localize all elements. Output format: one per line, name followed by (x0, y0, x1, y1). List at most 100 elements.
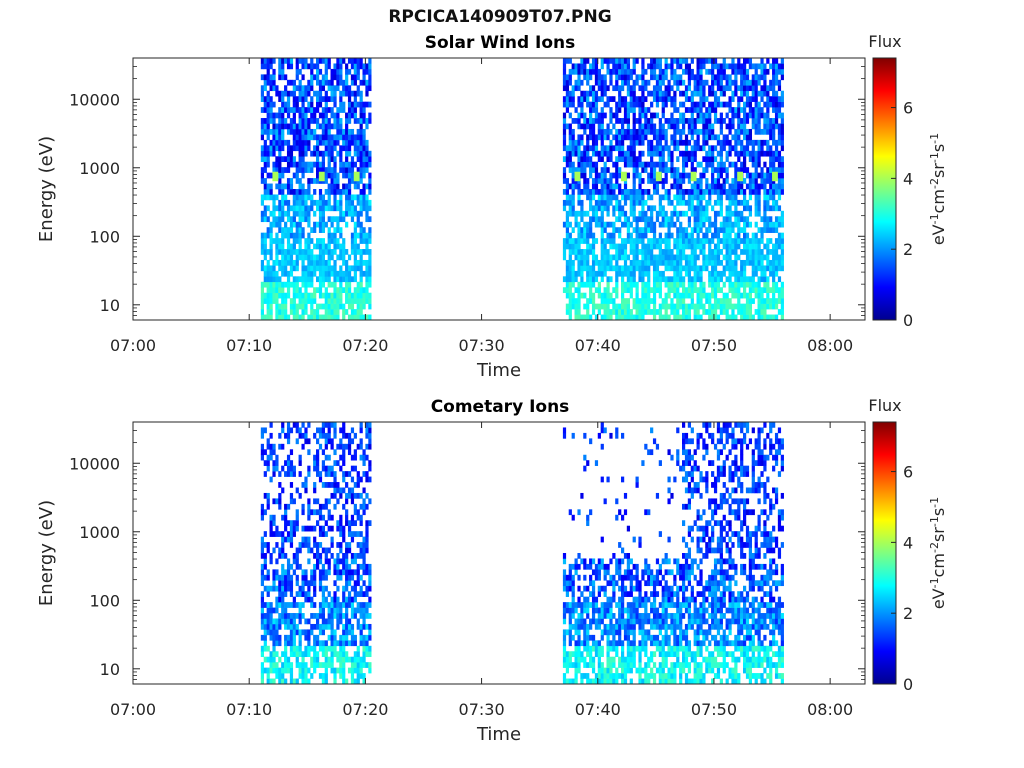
spectrogram-cell (269, 525, 273, 532)
spectrogram-cell (754, 123, 758, 130)
spectrogram-cell (748, 134, 753, 141)
spectrogram-cell (591, 194, 596, 201)
spectrogram-cell (266, 443, 270, 450)
spectrogram-cell (356, 673, 360, 679)
spectrogram-cell (774, 112, 779, 119)
spectrogram-cell (661, 107, 665, 113)
spectrogram-cell (275, 596, 279, 603)
spectrogram-cell (658, 254, 662, 261)
spectrogram-cell (275, 558, 279, 565)
spectrogram-cell (586, 156, 590, 163)
spectrogram-cell (278, 547, 282, 554)
spectrogram-cell (774, 227, 779, 233)
spectrogram-cell (748, 178, 753, 184)
spectrogram-cell (612, 210, 616, 217)
spectrogram-cell (336, 79, 340, 86)
spectrogram-cell (269, 585, 273, 592)
spectrogram-cell (763, 150, 767, 157)
spectrogram-cell (693, 238, 697, 244)
spectrogram-cell (568, 128, 572, 135)
spectrogram-cell (745, 216, 750, 223)
spectrogram-cell (658, 292, 662, 299)
spectrogram-cell (327, 662, 331, 668)
spectrogram-cell (751, 118, 755, 124)
spectrogram-cell (275, 167, 279, 173)
spectrogram-cell (725, 276, 729, 283)
spectrogram-cell (641, 238, 645, 244)
spectrogram-cell (774, 58, 779, 64)
spectrogram-cell (362, 156, 366, 163)
spectrogram-cell (711, 270, 715, 277)
spectrogram-cell (321, 591, 326, 597)
spectrogram-cell (682, 281, 686, 288)
spectrogram-cell (708, 227, 712, 233)
spectrogram-cell (324, 221, 328, 228)
spectrogram-cell (292, 249, 296, 255)
spectrogram-cell (260, 618, 265, 625)
spectrogram-cell (626, 161, 631, 168)
spectrogram-cell (699, 292, 703, 299)
spectrogram-cell (275, 287, 279, 294)
spectrogram-cell (705, 199, 709, 206)
spectrogram-cell (728, 128, 732, 135)
spectrogram-cell (641, 107, 645, 113)
spectrogram-cell (275, 303, 279, 310)
spectrogram-cell (774, 101, 779, 108)
spectrogram-cell (713, 156, 718, 163)
spectrogram-cell (699, 281, 703, 288)
spectrogram-cell (737, 227, 741, 233)
spectrogram-cell (597, 309, 601, 315)
spectrogram-cell (591, 107, 596, 113)
spectrogram-cell (600, 123, 604, 130)
spectrogram-cell (708, 292, 712, 299)
spectrogram-cell (737, 183, 741, 190)
spectrogram-cell (725, 112, 729, 119)
spectrogram-cell (760, 150, 764, 157)
spectrogram-cell (568, 79, 572, 86)
spectrogram-cell (362, 150, 366, 157)
spectrogram-cell (284, 139, 288, 146)
spectrogram-cell (574, 85, 578, 92)
spectrogram-cell (664, 90, 668, 97)
spectrogram-cell (743, 259, 747, 266)
spectrogram-cell (278, 183, 282, 190)
spectrogram-cell (690, 281, 694, 288)
spectrogram-cell (266, 498, 270, 505)
spectrogram-cell (278, 314, 282, 321)
spectrogram-cell (365, 292, 369, 299)
spectrogram-cell (713, 58, 718, 64)
spectrogram-cell (571, 303, 575, 310)
spectrogram-cell (278, 634, 282, 641)
spectrogram-cell (350, 161, 355, 168)
spectrogram-cell (318, 238, 323, 244)
spectrogram-cell (615, 79, 619, 86)
spectrogram-cell (565, 287, 570, 294)
spectrogram-cell (719, 161, 723, 168)
spectrogram-cell (350, 602, 355, 608)
spectrogram-cell (350, 74, 355, 81)
spectrogram-cell (705, 232, 709, 239)
spectrogram-cell (574, 107, 578, 113)
spectrogram-cell (583, 249, 587, 255)
spectrogram-cell (711, 74, 715, 81)
spectrogram-cell (597, 85, 601, 92)
spectrogram-cell (263, 563, 267, 570)
spectrogram-cell (743, 249, 747, 255)
spectrogram-cell (347, 542, 352, 548)
spectrogram-cell (327, 183, 331, 190)
spectrogram-cell (670, 183, 674, 190)
spectrogram-cell (655, 145, 660, 152)
spectrogram-cell (333, 194, 337, 201)
spectrogram-cell (368, 63, 372, 70)
spectrogram-cell (591, 118, 596, 124)
spectrogram-cell (696, 112, 700, 119)
spectrogram-cell (597, 189, 601, 195)
spectrogram-cell (731, 270, 735, 277)
spectrogram-cell (301, 216, 305, 223)
spectrogram-cell (284, 85, 288, 92)
spectrogram-cell (339, 618, 343, 625)
spectrogram-cell (600, 254, 604, 261)
spectrogram-cell (304, 678, 308, 685)
spectrogram-cell (362, 101, 366, 108)
spectrogram-cell (763, 194, 767, 201)
